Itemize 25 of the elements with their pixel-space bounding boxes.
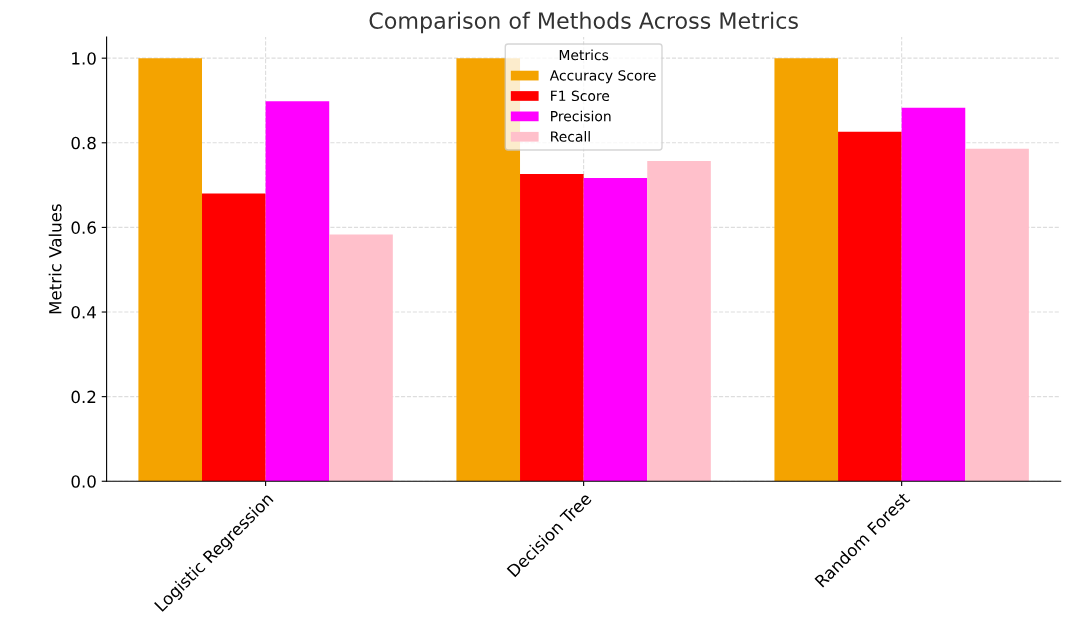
bar	[520, 174, 584, 482]
bar	[456, 58, 521, 482]
legend-title: Metrics	[559, 49, 609, 61]
bar	[202, 193, 266, 482]
y-tick-label: 0.2	[71, 390, 96, 404]
legend-label: F1 Score	[551, 90, 610, 102]
legend-label: Accuracy Score	[549, 70, 656, 84]
y-tick-label: 1.0	[72, 52, 96, 65]
y-tick-label: 0.8	[71, 136, 96, 150]
bar	[138, 58, 203, 482]
bar	[901, 107, 966, 482]
bar	[647, 160, 711, 482]
chart-title: Comparison of Methods Across Metrics	[369, 11, 798, 34]
y-tick-label: 0.0	[71, 475, 96, 488]
bar	[265, 101, 330, 482]
y-tick-label: 0.6	[71, 221, 96, 234]
bar	[774, 58, 839, 482]
legend-label: Recall	[551, 131, 590, 142]
y-axis-title: Metric Values	[48, 204, 62, 314]
bar	[965, 148, 1029, 482]
y-tick-label: 0.4	[71, 305, 96, 319]
legend-label: Precision	[551, 110, 611, 122]
bar	[329, 234, 393, 482]
bar	[838, 131, 902, 482]
bar	[583, 177, 648, 482]
